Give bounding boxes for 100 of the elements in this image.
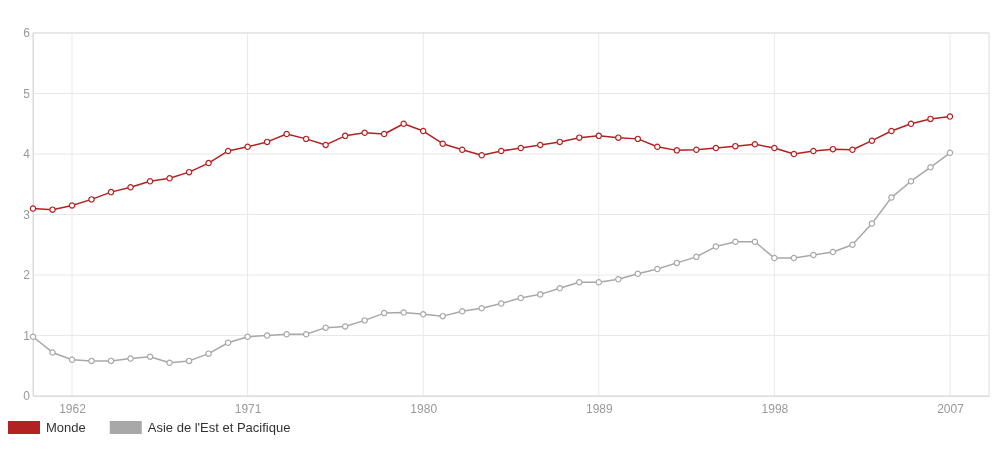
y-tick-label: 1 xyxy=(23,328,31,343)
point xyxy=(712,243,720,250)
point xyxy=(341,323,349,330)
point xyxy=(205,159,212,167)
point xyxy=(829,248,837,256)
point xyxy=(927,164,934,171)
point xyxy=(322,141,329,149)
point xyxy=(654,265,661,273)
point xyxy=(205,350,212,357)
point xyxy=(49,206,56,213)
point xyxy=(302,135,310,143)
point xyxy=(498,147,505,155)
point xyxy=(166,174,173,182)
point xyxy=(537,141,544,149)
point xyxy=(224,147,232,155)
point xyxy=(107,188,115,196)
point xyxy=(283,331,290,338)
point xyxy=(127,355,134,362)
point xyxy=(517,144,524,152)
point xyxy=(458,146,466,154)
point xyxy=(380,130,388,138)
point xyxy=(712,144,720,152)
point xyxy=(907,177,915,185)
point xyxy=(615,134,622,141)
y-tick-label: 2 xyxy=(23,268,31,283)
point xyxy=(49,349,56,356)
point xyxy=(868,220,876,227)
point xyxy=(419,127,427,135)
point xyxy=(946,149,954,157)
point xyxy=(88,357,95,365)
point xyxy=(595,132,603,140)
point xyxy=(771,254,778,262)
point xyxy=(517,294,524,302)
point xyxy=(107,357,115,365)
point xyxy=(68,202,76,209)
legend-label: Monde xyxy=(46,420,86,435)
point xyxy=(419,311,427,318)
point xyxy=(576,279,583,286)
point xyxy=(868,137,876,144)
point xyxy=(849,241,856,248)
point xyxy=(790,150,798,158)
point xyxy=(478,305,485,312)
point xyxy=(244,143,251,150)
point xyxy=(361,317,368,324)
point xyxy=(361,129,368,137)
point xyxy=(224,339,232,346)
point xyxy=(458,308,466,315)
point xyxy=(29,205,37,212)
point xyxy=(849,146,856,154)
point xyxy=(771,144,778,152)
point xyxy=(810,251,817,259)
point xyxy=(68,356,76,363)
point xyxy=(693,253,700,261)
point xyxy=(400,309,407,316)
point xyxy=(751,238,759,245)
y-tick-label: 4 xyxy=(23,147,31,162)
point xyxy=(810,147,817,155)
y-tick-label: 0 xyxy=(23,389,31,404)
y-tick-label: 3 xyxy=(23,207,31,222)
point xyxy=(439,140,446,147)
point xyxy=(634,135,642,143)
y-tick-label: 5 xyxy=(23,86,31,101)
point xyxy=(498,300,505,307)
point xyxy=(556,138,564,146)
point xyxy=(263,332,271,339)
point xyxy=(946,113,954,120)
y-tick-label: 6 xyxy=(23,26,31,41)
point xyxy=(790,254,798,262)
point xyxy=(478,151,485,159)
x-tick-label: 1998 xyxy=(761,401,789,416)
point xyxy=(302,331,310,338)
point xyxy=(146,177,154,185)
x-tick-label: 2007 xyxy=(937,401,965,416)
point xyxy=(185,168,193,176)
point xyxy=(693,146,700,154)
legend-label: Asie de l'Est et Pacifique xyxy=(147,420,291,435)
point xyxy=(341,132,349,140)
point xyxy=(88,196,95,203)
point xyxy=(907,120,915,127)
x-tick-label: 1971 xyxy=(234,401,262,416)
point xyxy=(829,145,837,153)
point xyxy=(244,333,251,340)
point xyxy=(615,275,622,283)
point xyxy=(732,238,739,245)
x-tick-label: 1989 xyxy=(585,401,613,416)
point xyxy=(634,270,642,278)
point xyxy=(185,357,193,365)
point xyxy=(673,259,681,267)
point xyxy=(400,120,407,127)
point xyxy=(556,285,564,292)
point xyxy=(322,324,329,331)
point xyxy=(380,309,388,317)
point xyxy=(595,279,603,286)
point xyxy=(263,138,271,146)
point xyxy=(927,115,934,123)
x-tick-label: 1962 xyxy=(59,401,87,416)
point xyxy=(166,359,173,366)
point xyxy=(751,141,759,148)
point xyxy=(537,291,544,298)
point xyxy=(888,127,895,135)
